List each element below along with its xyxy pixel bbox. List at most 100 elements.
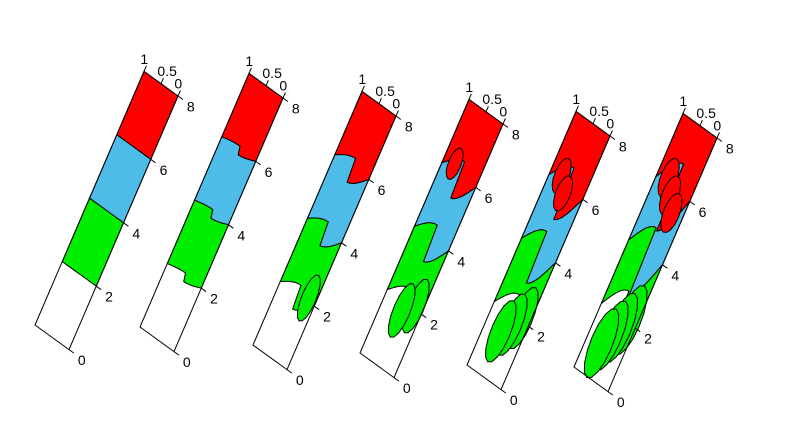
short-axis-tick bbox=[160, 77, 164, 84]
long-axis-tick bbox=[123, 222, 129, 227]
short-axis-tick-label: 0.5 bbox=[157, 63, 177, 79]
red-plume bbox=[552, 175, 574, 212]
channel-outline bbox=[359, 98, 504, 379]
long-axis-tick-label: 4 bbox=[237, 227, 245, 243]
short-axis-tick bbox=[716, 132, 720, 139]
long-axis-tick-label: 6 bbox=[265, 164, 273, 180]
panels-group: 0246810.500246810.500246810.500246810.50… bbox=[34, 51, 734, 410]
short-axis-tick-label: 1 bbox=[140, 51, 148, 67]
short-axis-tick-label: 0 bbox=[392, 96, 400, 112]
long-axis-tick-label: 8 bbox=[292, 101, 300, 117]
long-axis-tick-label: 8 bbox=[187, 99, 195, 115]
short-axis-tick bbox=[699, 119, 703, 126]
long-axis-tick bbox=[173, 351, 180, 356]
short-axis-tick bbox=[468, 93, 472, 100]
long-axis-tick bbox=[609, 135, 616, 140]
short-axis-tick-label: 0.5 bbox=[375, 83, 395, 99]
long-axis-tick-label: 2 bbox=[105, 289, 113, 305]
long-axis-tick bbox=[368, 178, 374, 184]
long-axis-tick bbox=[662, 264, 668, 269]
short-axis-tick bbox=[609, 130, 613, 137]
short-axis-tick-label: 1 bbox=[465, 79, 473, 95]
channel-outline bbox=[573, 112, 718, 393]
long-axis-tick bbox=[689, 200, 695, 206]
green-plume bbox=[387, 283, 416, 338]
long-axis-tick bbox=[313, 305, 320, 311]
green-plume bbox=[583, 308, 620, 379]
long-axis-tick bbox=[502, 123, 509, 128]
long-axis-tick-label: 4 bbox=[350, 245, 358, 261]
channel-outline bbox=[252, 90, 397, 371]
short-axis-tick-label: 0 bbox=[606, 116, 614, 132]
long-axis-tick-label: 8 bbox=[512, 127, 520, 143]
short-axis-tick-label: 0 bbox=[713, 118, 721, 134]
short-axis-tick-label: 1 bbox=[358, 71, 366, 87]
green-plume bbox=[485, 300, 517, 363]
long-axis-tick bbox=[716, 137, 723, 142]
long-axis-tick bbox=[420, 313, 427, 319]
long-axis-tick bbox=[341, 242, 347, 247]
long-axis-tick-label: 2 bbox=[210, 291, 218, 307]
channel-outline bbox=[139, 72, 284, 353]
long-axis-tick-label: 6 bbox=[699, 204, 707, 220]
green-plume bbox=[296, 274, 321, 322]
long-axis-tick-label: 4 bbox=[671, 267, 679, 283]
short-axis-tick-label: 0.5 bbox=[696, 105, 716, 121]
short-axis-tick-label: 0.5 bbox=[262, 65, 282, 81]
long-axis-tick bbox=[150, 158, 156, 164]
long-axis-tick bbox=[255, 160, 261, 166]
channel-outline bbox=[34, 70, 179, 351]
long-axis-tick-label: 8 bbox=[405, 119, 413, 135]
short-axis-tick-label: 1 bbox=[679, 93, 687, 109]
long-axis-tick-label: 6 bbox=[378, 182, 386, 198]
long-axis-tick-label: 0 bbox=[183, 354, 191, 370]
short-axis-tick bbox=[361, 85, 365, 92]
long-axis-tick bbox=[395, 115, 402, 120]
short-axis-tick bbox=[502, 118, 506, 125]
short-axis-tick-label: 0.5 bbox=[482, 91, 502, 107]
long-axis-tick bbox=[527, 325, 534, 331]
long-axis-tick-label: 2 bbox=[430, 317, 438, 333]
long-axis-tick bbox=[282, 97, 289, 102]
short-axis-tick-label: 0 bbox=[279, 78, 287, 94]
long-axis-tick bbox=[286, 369, 293, 374]
long-axis-tick-label: 6 bbox=[160, 162, 168, 178]
short-axis-tick-label: 0.5 bbox=[589, 103, 609, 119]
long-axis-tick-label: 2 bbox=[537, 329, 545, 345]
long-axis-tick-label: 0 bbox=[403, 380, 411, 396]
long-axis-tick-label: 0 bbox=[617, 394, 625, 410]
short-axis-tick bbox=[575, 105, 579, 112]
short-axis-tick bbox=[378, 97, 382, 104]
long-axis-tick bbox=[607, 391, 614, 396]
long-axis-tick bbox=[448, 250, 454, 255]
short-axis-tick bbox=[248, 67, 252, 74]
long-axis-tick-label: 6 bbox=[592, 202, 600, 218]
long-axis-tick bbox=[200, 287, 207, 293]
long-axis-tick-label: 2 bbox=[323, 309, 331, 325]
long-axis-tick-label: 0 bbox=[78, 352, 86, 368]
long-axis-tick-label: 0 bbox=[510, 392, 518, 408]
long-axis-tick bbox=[177, 95, 184, 100]
long-axis-tick bbox=[582, 198, 588, 204]
long-axis-tick-label: 4 bbox=[564, 265, 572, 281]
long-axis-tick bbox=[228, 224, 234, 229]
short-axis-tick bbox=[177, 90, 181, 97]
red-plume bbox=[445, 147, 464, 180]
long-axis-tick-label: 8 bbox=[619, 139, 627, 155]
long-axis-tick bbox=[95, 285, 102, 291]
short-axis-tick bbox=[592, 117, 596, 124]
short-axis-tick bbox=[265, 79, 269, 86]
short-axis-tick-label: 1 bbox=[572, 91, 580, 107]
short-axis-tick bbox=[682, 107, 686, 114]
long-axis-tick-label: 0 bbox=[296, 372, 304, 388]
long-axis-tick bbox=[68, 349, 75, 354]
long-axis-tick-label: 4 bbox=[457, 253, 465, 269]
long-axis-tick bbox=[500, 389, 507, 394]
short-axis-tick bbox=[143, 65, 147, 72]
